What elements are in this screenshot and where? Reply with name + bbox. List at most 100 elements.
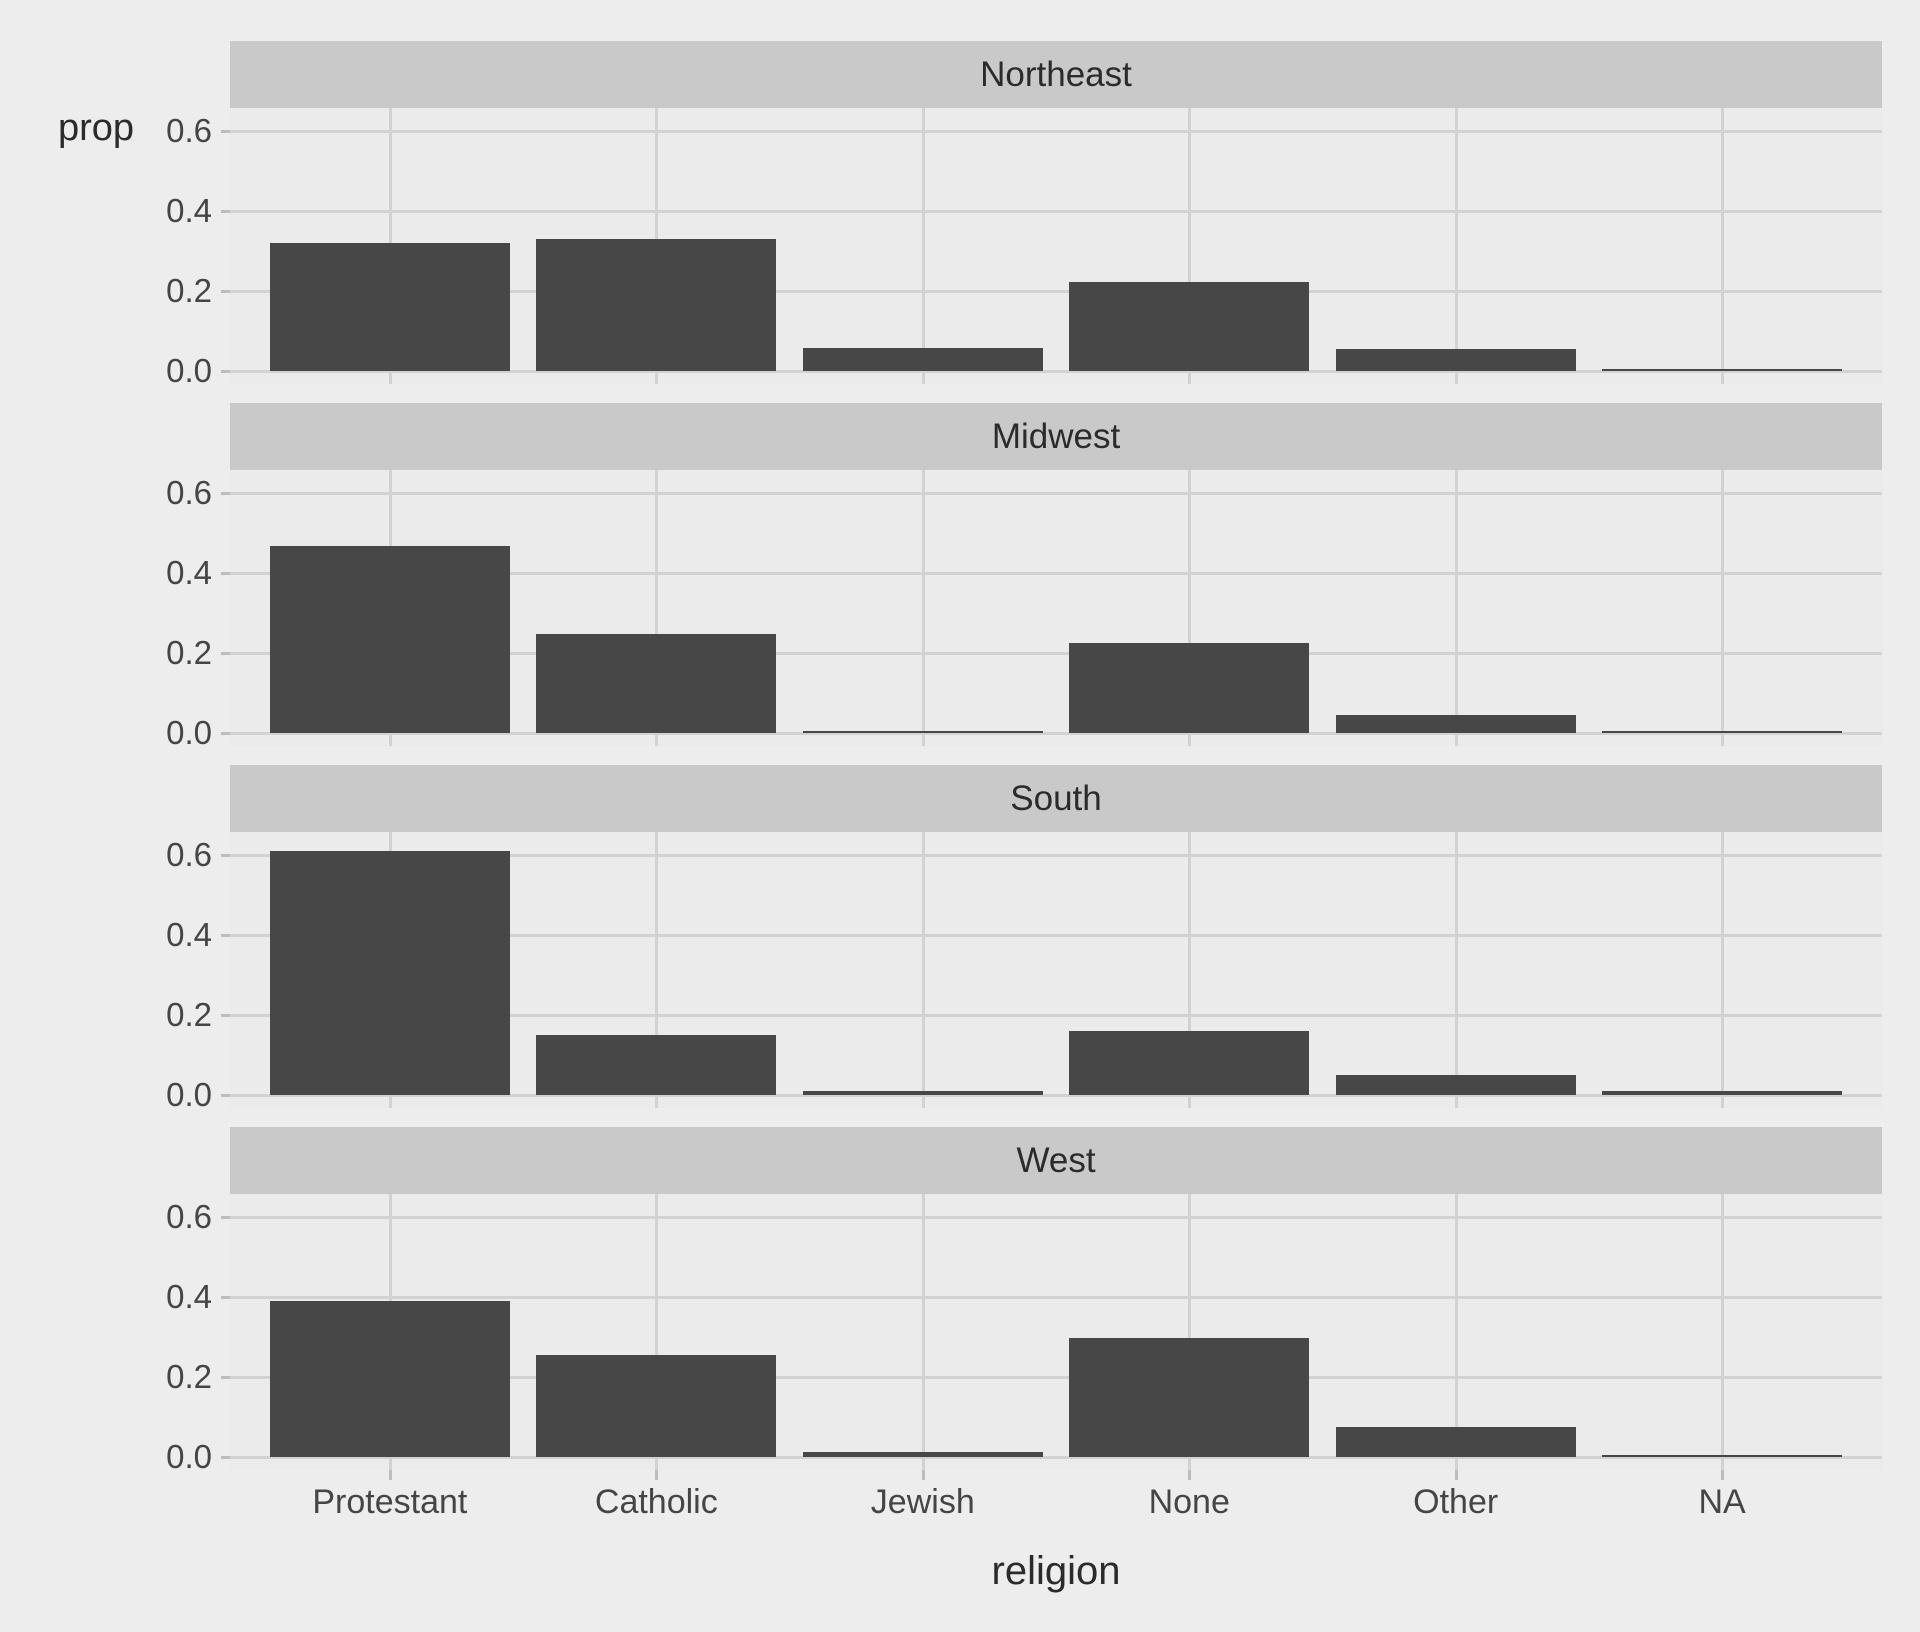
gridline-x-other — [1454, 1194, 1458, 1470]
y-axis-tick — [221, 370, 230, 373]
y-axis-title: prop — [57, 107, 134, 149]
facet-panel-west — [230, 1194, 1882, 1470]
y-axis-tick — [221, 934, 230, 937]
facet-panel-northeast — [230, 108, 1882, 384]
facet-panel-south — [230, 832, 1882, 1108]
bar-south-other — [1336, 1075, 1576, 1095]
gridline-x-catholic — [655, 832, 659, 1108]
bar-west-protestant — [270, 1301, 510, 1457]
y-axis-tick — [221, 854, 230, 857]
y-axis-tick — [221, 290, 230, 293]
y-axis-tick — [221, 130, 230, 133]
y-axis-tick-label: 0.2 — [166, 272, 212, 309]
bar-west-none — [1069, 1338, 1309, 1457]
bar-midwest-na — [1602, 731, 1842, 733]
bar-midwest-jewish — [803, 730, 1043, 733]
y-axis-tick-label: 0.4 — [166, 1278, 212, 1315]
gridline-y-0.4 — [230, 572, 1882, 575]
y-axis-tick-label: 0.6 — [166, 112, 212, 149]
bar-west-jewish — [803, 1452, 1043, 1457]
y-axis-tick — [221, 1296, 230, 1299]
facet-strip-label: West — [1016, 1140, 1096, 1180]
y-axis-tick — [221, 652, 230, 655]
x-axis-tick — [655, 1470, 659, 1480]
gridline-y-0.6 — [230, 854, 1882, 857]
y-axis-tick-label: 0.6 — [166, 836, 212, 873]
gridline-x-catholic — [655, 470, 659, 746]
y-axis-tick — [221, 1456, 230, 1459]
gridline-x-other — [1454, 108, 1458, 384]
y-axis-tick — [221, 572, 230, 575]
facet-strip-northeast: Northeast — [230, 41, 1882, 108]
bar-south-none — [1069, 1031, 1309, 1095]
gridline-x-other — [1454, 832, 1458, 1108]
bar-northeast-none — [1069, 281, 1309, 371]
facet-strip-label: Northeast — [980, 54, 1132, 94]
bar-west-catholic — [536, 1355, 776, 1457]
y-axis-tick — [221, 1014, 230, 1017]
gridline-y-0.4 — [230, 1296, 1882, 1299]
facet-strip-midwest: Midwest — [230, 403, 1882, 470]
y-axis-tick — [221, 732, 230, 735]
bar-northeast-catholic — [536, 239, 776, 371]
x-axis-tick — [1721, 1470, 1725, 1480]
x-axis-tick — [921, 1470, 925, 1480]
bar-west-na — [1602, 1455, 1842, 1457]
bar-south-na — [1602, 1090, 1842, 1095]
gridline-x-na — [1721, 470, 1725, 746]
gridline-y-0.0 — [230, 1456, 1882, 1459]
gridline-x-none — [1188, 108, 1192, 384]
gridline-x-none — [1188, 470, 1192, 746]
gridline-y-0.4 — [230, 934, 1882, 937]
y-axis-tick-label: 0.2 — [166, 996, 212, 1033]
bar-northeast-protestant — [270, 243, 510, 371]
bar-midwest-protestant — [270, 545, 510, 733]
y-axis-tick-label: 0.4 — [166, 554, 212, 591]
y-axis-tick-label: 0.2 — [166, 634, 212, 671]
y-axis-tick — [221, 1376, 230, 1379]
x-axis-title: religion — [991, 1549, 1121, 1593]
bar-midwest-none — [1069, 642, 1309, 733]
x-axis-tick-label-jewish: Jewish — [870, 1483, 975, 1521]
gridline-y-0.2 — [230, 1376, 1882, 1379]
x-axis-tick — [1188, 1470, 1192, 1480]
gridline-y-0.2 — [230, 1014, 1882, 1017]
gridline-x-na — [1721, 108, 1725, 384]
y-axis-tick-label: 0.0 — [166, 1076, 212, 1113]
facet-strip-label: Midwest — [991, 416, 1121, 456]
y-axis-tick — [221, 492, 230, 495]
bar-south-protestant — [270, 851, 510, 1095]
bar-midwest-catholic — [536, 633, 776, 733]
x-axis-tick — [1454, 1470, 1458, 1480]
gridline-y-0.0 — [230, 370, 1882, 373]
y-axis-tick — [221, 210, 230, 213]
x-axis-tick-label-catholic: Catholic — [594, 1483, 718, 1521]
gridline-x-none — [1188, 832, 1192, 1108]
y-axis-tick — [221, 1094, 230, 1097]
bar-northeast-jewish — [803, 348, 1043, 371]
y-axis-tick-label: 0.2 — [166, 1358, 212, 1395]
facet-strip-south: South — [230, 765, 1882, 832]
y-axis-tick-label: 0.6 — [166, 1198, 212, 1235]
bar-south-catholic — [536, 1034, 776, 1095]
bar-northeast-na — [1602, 369, 1842, 371]
bar-west-other — [1336, 1427, 1576, 1457]
gridline-y-0.6 — [230, 130, 1882, 133]
gridline-y-0.0 — [230, 1094, 1882, 1097]
gridline-x-none — [1188, 1194, 1192, 1470]
x-axis-tick-label-protestant: Protestant — [312, 1483, 468, 1521]
y-axis-tick-label: 0.0 — [166, 352, 212, 389]
gridline-x-catholic — [655, 1194, 659, 1470]
x-axis-tick — [388, 1470, 392, 1480]
y-axis-tick-label: 0.0 — [166, 1438, 212, 1475]
gridline-x-jewish — [921, 1194, 925, 1470]
bar-south-jewish — [803, 1091, 1043, 1095]
bar-midwest-other — [1336, 714, 1576, 733]
y-axis-tick-label: 0.4 — [166, 916, 212, 953]
gridline-x-na — [1721, 1194, 1725, 1470]
gridline-y-0.2 — [230, 652, 1882, 655]
gridline-y-0.6 — [230, 1216, 1882, 1219]
y-axis-tick — [221, 1216, 230, 1219]
gridline-y-0.0 — [230, 732, 1882, 735]
